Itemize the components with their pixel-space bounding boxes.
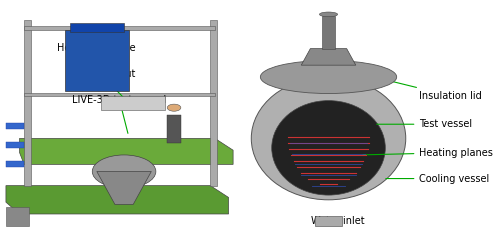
Ellipse shape	[272, 101, 386, 195]
Bar	[315, 216, 342, 226]
Bar	[6, 161, 24, 167]
Text: Heating furnace: Heating furnace	[58, 33, 136, 53]
Circle shape	[167, 104, 181, 111]
Text: Water inlet: Water inlet	[311, 216, 364, 226]
Bar	[6, 207, 28, 226]
Polygon shape	[20, 138, 233, 164]
Bar	[6, 123, 24, 129]
Text: Insulation lid: Insulation lid	[376, 78, 482, 101]
Bar	[6, 142, 24, 148]
Text: Pouring spout: Pouring spout	[68, 69, 135, 101]
Ellipse shape	[92, 155, 156, 188]
Polygon shape	[302, 49, 356, 65]
Text: LIVE-3D test vessel: LIVE-3D test vessel	[72, 95, 166, 133]
Bar	[65, 30, 128, 91]
Bar	[70, 23, 124, 32]
Bar	[24, 20, 31, 186]
Text: Cooling vessel: Cooling vessel	[386, 174, 490, 184]
Bar	[24, 26, 215, 30]
Bar	[102, 96, 165, 110]
Polygon shape	[6, 186, 228, 214]
Text: Heating planes: Heating planes	[363, 147, 494, 158]
Ellipse shape	[260, 60, 396, 93]
Bar	[322, 16, 336, 49]
Ellipse shape	[320, 12, 338, 17]
Bar	[24, 93, 215, 96]
Ellipse shape	[252, 77, 406, 200]
Bar	[167, 115, 181, 143]
Bar	[210, 20, 217, 186]
Text: Test vessel: Test vessel	[376, 119, 472, 129]
Polygon shape	[97, 171, 152, 205]
